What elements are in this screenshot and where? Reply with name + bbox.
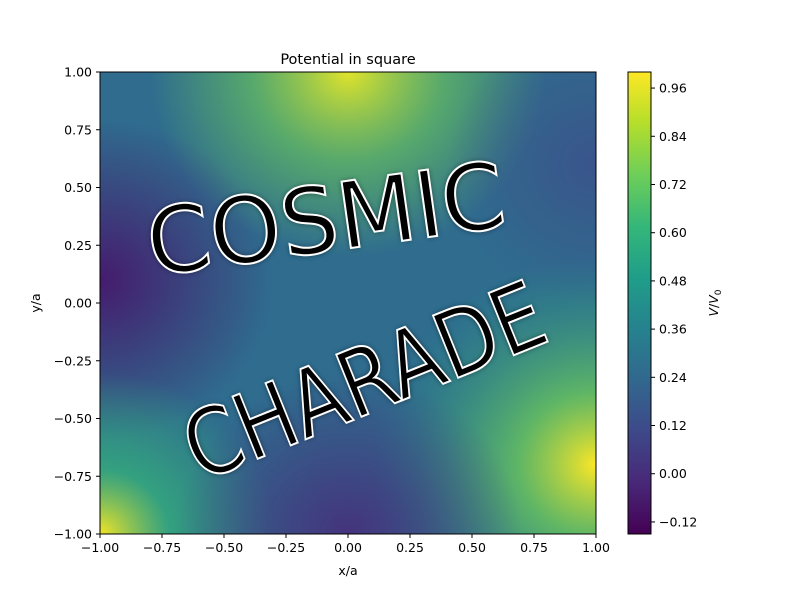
x-tick-label: −0.25 [267, 540, 305, 555]
colorbar-tick-label: 0.00 [659, 466, 687, 481]
colorbar-label: V/V0 [706, 289, 724, 316]
y-tick-label: 0.25 [64, 238, 92, 253]
colorbar-axis: −0.12 0.00 0.12 0.24 0.36 0.48 0.60 0.72 0.84 0.9… [651, 81, 697, 529]
colorbar-tick-label: 0.84 [659, 129, 687, 144]
colorbar-tick-label: 0.72 [659, 177, 687, 192]
colorbar-tick-label: 0.24 [659, 370, 687, 385]
x-tick-label: 0.00 [334, 540, 362, 555]
x-tick-label: 1.00 [582, 540, 610, 555]
x-tick-label: 0.50 [458, 540, 486, 555]
x-tick-label: −0.50 [205, 540, 243, 555]
x-tick-label: −0.75 [143, 540, 181, 555]
y-tick-label: −0.75 [54, 469, 92, 484]
colorbar-tick-label: 0.12 [659, 418, 687, 433]
y-tick-label: 1.00 [64, 65, 92, 80]
x-tick-label: 0.75 [520, 540, 548, 555]
colorbar-label-text: V/V0 [706, 289, 724, 316]
x-tick-label: 0.25 [396, 540, 424, 555]
y-tick-label: 0.00 [64, 296, 92, 311]
y-tick-label: 0.75 [64, 122, 92, 137]
y-axis: −1.00 −0.75 −0.50 −0.25 0.00 0.25 0.50 0.75 1.00 [54, 65, 100, 542]
colorbar-tick-label: −0.12 [659, 514, 697, 529]
y-tick-label: −1.00 [54, 527, 92, 542]
y-axis-label: y/a [28, 293, 43, 312]
colorbar-tick-label: 0.48 [659, 273, 687, 288]
heatmap-region-right [100, 72, 596, 534]
y-tick-label: −0.50 [54, 411, 92, 426]
x-axis-label: x/a [338, 563, 357, 578]
colorbar [627, 71, 652, 535]
x-axis: −1.00 −0.75 −0.50 −0.25 0.00 0.25 0.50 0.75 1.00 [81, 534, 610, 555]
colorbar-tick-label: 0.36 [659, 322, 687, 337]
x-tick-label: −1.00 [81, 540, 119, 555]
colorbar-tick-label: 0.96 [659, 81, 687, 96]
y-tick-label: −0.25 [54, 353, 92, 368]
colorbar-tick-label: 0.60 [659, 225, 687, 240]
annotation-cosmic: COSMIC COSMIC [139, 141, 512, 299]
chart-title: Potential in square [280, 52, 415, 68]
heatmap-field: COSMIC COSMIC CHARADE CHARADE [100, 72, 596, 534]
y-tick-label: 0.50 [64, 180, 92, 195]
